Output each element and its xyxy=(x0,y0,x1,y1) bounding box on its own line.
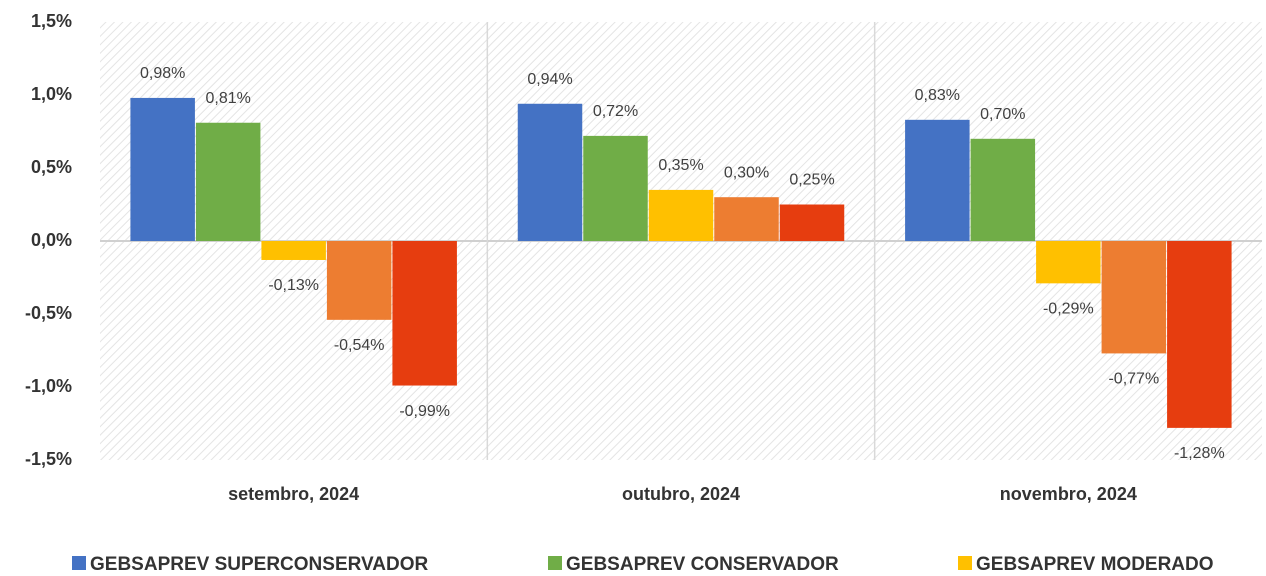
legend-swatch xyxy=(958,556,972,570)
legend-swatch xyxy=(548,556,562,570)
value-label: 0,35% xyxy=(658,157,703,174)
bar xyxy=(1036,241,1101,284)
value-label: 0,30% xyxy=(724,164,769,181)
x-tick-label: novembro, 2024 xyxy=(1000,484,1137,504)
bar xyxy=(779,204,845,241)
bar xyxy=(195,122,261,241)
value-label: 0,98% xyxy=(140,65,185,82)
legend-label: GEBSAPREV MODERADO xyxy=(976,554,1214,575)
value-label: -0,77% xyxy=(1108,371,1159,388)
legend-swatch xyxy=(72,556,86,570)
value-label: -1,28% xyxy=(1174,445,1225,462)
x-tick-label: outubro, 2024 xyxy=(622,484,740,504)
value-label: -0,13% xyxy=(268,277,319,294)
x-tick-label: setembro, 2024 xyxy=(228,484,359,504)
y-tick-label: -0,5% xyxy=(25,303,72,323)
value-label: 0,25% xyxy=(789,172,834,189)
y-tick-label: -1,0% xyxy=(25,376,72,396)
y-tick-label: 1,0% xyxy=(31,84,72,104)
bar xyxy=(1167,241,1232,428)
legend-label: GEBSAPREV CONSERVADOR xyxy=(566,554,839,575)
value-label: 0,81% xyxy=(205,90,250,107)
bar xyxy=(517,103,583,241)
bar xyxy=(326,241,392,320)
bar xyxy=(648,189,714,241)
value-label: 0,94% xyxy=(527,71,572,88)
y-tick-label: 0,5% xyxy=(31,157,72,177)
value-label: -0,29% xyxy=(1043,301,1094,318)
bar xyxy=(970,138,1036,241)
bar xyxy=(905,119,970,241)
y-tick-label: 1,5% xyxy=(31,11,72,31)
value-label: -0,99% xyxy=(399,403,450,420)
bar xyxy=(130,97,195,241)
bar xyxy=(392,241,457,386)
legend-label: GEBSAPREV SUPERCONSERVADOR xyxy=(90,554,428,575)
value-label: 0,83% xyxy=(915,87,960,104)
value-label: 0,70% xyxy=(980,106,1025,123)
y-tick-label: -1,5% xyxy=(25,449,72,469)
bar xyxy=(583,135,648,241)
bar xyxy=(261,241,326,260)
bar xyxy=(714,197,779,241)
value-label: -0,54% xyxy=(334,337,385,354)
y-tick-label: 0,0% xyxy=(31,230,72,250)
value-label: 0,72% xyxy=(593,103,638,120)
bar xyxy=(1101,241,1167,354)
